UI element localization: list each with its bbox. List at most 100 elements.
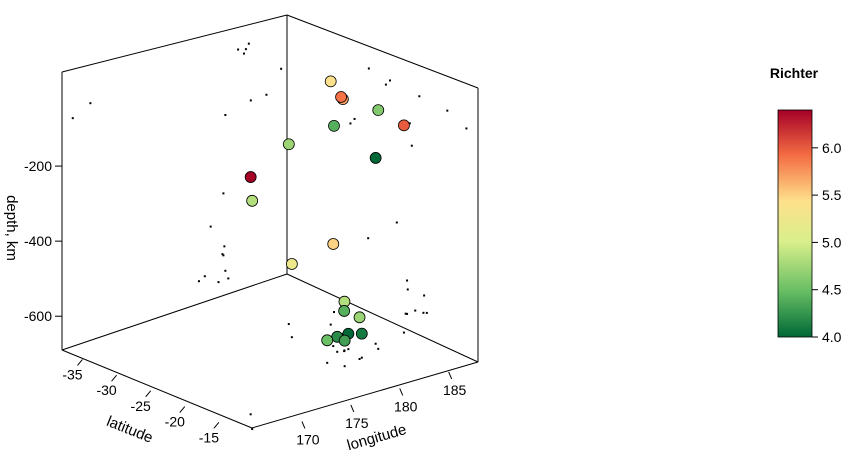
projection-point-back <box>410 144 413 147</box>
data-point <box>353 311 366 324</box>
y-axis-tick <box>77 359 83 366</box>
projection-point-back <box>404 312 407 315</box>
projection-point-floor <box>343 350 346 353</box>
projection-point-back <box>406 312 409 315</box>
projection-point-side <box>249 99 252 102</box>
projection-point-back <box>406 279 409 282</box>
x-axis-tick <box>301 421 306 429</box>
projection-point-side <box>221 253 224 256</box>
projection-point-back <box>425 311 428 314</box>
projection-point-side <box>197 280 200 283</box>
colorbar: Richter 4.0 4.5 5.0 5.5 6.0 <box>770 65 842 345</box>
projection-point-floor <box>251 428 254 431</box>
data-point <box>372 104 385 117</box>
x-axis-tick-label: 175 <box>345 415 369 431</box>
projection-point-back <box>446 109 449 112</box>
projection-point-side <box>89 102 92 105</box>
data-point <box>285 258 298 270</box>
box-edge-floor-back-right <box>286 273 479 363</box>
z-axis-tick-label: -200 <box>24 158 52 174</box>
projection-point-back <box>406 288 409 291</box>
colorbar-tick-label: 5.5 <box>822 187 842 203</box>
projection-point-side <box>280 67 283 70</box>
y-axis-tick <box>179 406 186 413</box>
projection-point-back <box>395 221 398 224</box>
projection-point-side <box>224 269 227 272</box>
y-axis-tick-label: -35 <box>62 366 82 382</box>
data-point <box>335 91 347 103</box>
data-point <box>244 171 257 183</box>
projection-point-side <box>217 281 220 284</box>
projection-point-back <box>408 122 411 125</box>
y-axis-tick <box>145 390 152 398</box>
projection-point-side <box>244 48 247 51</box>
projection-point-back <box>418 95 421 98</box>
projection-point-floor <box>402 331 405 334</box>
projection-point-side <box>222 254 225 257</box>
y-axis-tick-label: -30 <box>96 382 116 398</box>
projection-point-back <box>353 117 356 120</box>
projection-point-back <box>367 67 370 70</box>
projection-points <box>71 42 468 431</box>
box-edge-floor-back-left <box>61 273 288 351</box>
data-point <box>321 334 334 347</box>
data-point <box>398 119 410 132</box>
y-axis-tick <box>213 421 220 429</box>
y-axis-tick <box>111 374 117 382</box>
projection-point-floor <box>347 348 350 351</box>
projection-point-back <box>384 83 387 86</box>
x-axis-tick <box>399 388 404 396</box>
box-edge-top-back <box>61 14 288 73</box>
x-axis-tick-label: 170 <box>296 431 320 447</box>
projection-point-back <box>422 311 425 314</box>
data-point <box>324 75 337 88</box>
projection-point-floor <box>326 361 329 364</box>
colorbar-tick-label: 4.0 <box>822 329 842 345</box>
projection-point-side <box>227 277 230 280</box>
colorbar-ticks: 4.0 4.5 5.0 5.5 6.0 <box>812 140 842 345</box>
x-axis-tick-label: 180 <box>394 398 418 414</box>
data-point <box>282 138 295 151</box>
projection-point-back <box>414 309 417 312</box>
data-point <box>246 194 259 207</box>
colorbar-tick-label: 6.0 <box>822 140 842 156</box>
z-axis-label: depth, km <box>3 195 20 261</box>
projection-point-side <box>242 52 245 55</box>
x-axis-tick-label: 185 <box>443 382 467 398</box>
box-frame <box>61 14 479 429</box>
projection-point-side <box>223 245 226 248</box>
data-points <box>244 75 410 347</box>
colorbar-gradient <box>777 109 813 338</box>
data-point <box>355 327 368 340</box>
data-point <box>328 119 340 132</box>
projection-point-side <box>265 93 268 96</box>
projection-point-floor <box>287 323 290 326</box>
projection-point-side <box>222 192 225 195</box>
data-point <box>369 152 382 164</box>
x-axis-tick <box>350 404 355 413</box>
projection-point-side <box>209 225 212 228</box>
projection-point-side <box>203 275 206 278</box>
y-axis-tick-label: -15 <box>199 429 219 445</box>
projection-point-back <box>465 127 468 130</box>
projection-point-back <box>423 294 426 297</box>
projection-point-back <box>349 122 352 125</box>
projection-point-side <box>224 114 227 117</box>
box-edge-floor-front-right <box>251 361 479 429</box>
projection-point-floor <box>343 365 346 368</box>
projection-point-back <box>389 79 392 82</box>
y-axis-label: latitude <box>104 413 155 447</box>
y-axis-tick-label: -25 <box>131 398 151 414</box>
data-point <box>338 334 351 347</box>
colorbar-title: Richter <box>770 65 819 81</box>
projection-point-floor <box>290 336 293 339</box>
projection-point-floor <box>249 413 252 416</box>
projection-point-floor <box>332 345 335 348</box>
projection-point-floor <box>374 342 377 345</box>
x-axis-tick <box>448 371 453 380</box>
projection-point-side <box>71 117 74 120</box>
projection-point-floor <box>358 357 361 360</box>
y-axis-tick-label: -20 <box>165 414 185 430</box>
projection-point-floor <box>360 356 363 359</box>
